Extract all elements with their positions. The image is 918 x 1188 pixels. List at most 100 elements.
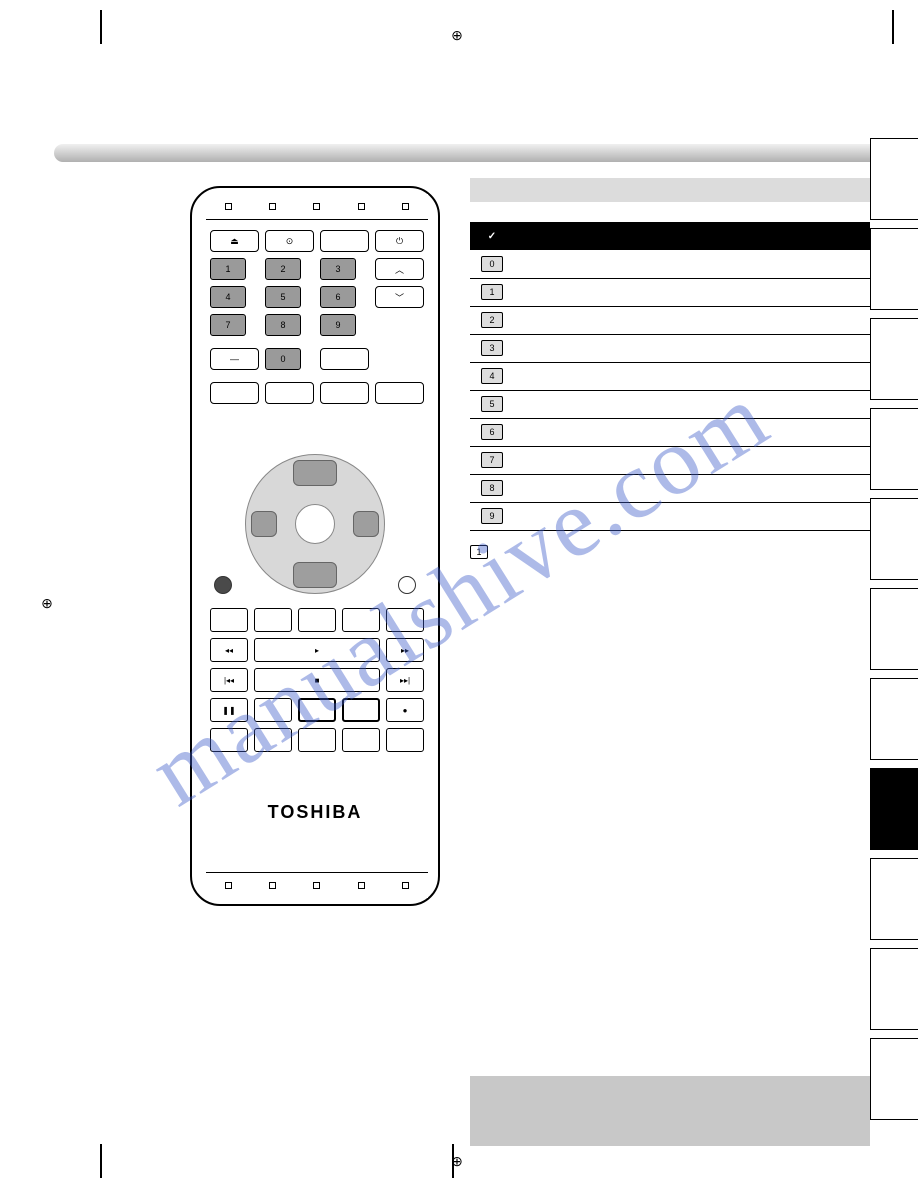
table-cell xyxy=(514,278,603,306)
table-cell xyxy=(781,250,870,278)
numeric-key-5: 5 xyxy=(265,286,301,308)
table-row: 9 xyxy=(470,502,870,530)
key-icon: 5 xyxy=(481,396,503,412)
table-cell xyxy=(514,250,603,278)
key-icon: 4 xyxy=(481,368,503,384)
key-icon: 1 xyxy=(481,284,503,300)
eject-button: ⏏ xyxy=(210,230,259,252)
table-cell xyxy=(603,334,692,362)
record-button: ● xyxy=(386,698,424,722)
table-row: 7 xyxy=(470,446,870,474)
table-cell xyxy=(781,418,870,446)
key-icon: 9 xyxy=(481,508,503,524)
table-cell xyxy=(781,502,870,530)
dpad-ok xyxy=(295,504,335,544)
pause-button: ❚❚ xyxy=(210,698,248,722)
fn-button xyxy=(298,608,336,632)
table-cell xyxy=(603,390,692,418)
side-tab xyxy=(870,318,918,400)
table-cell xyxy=(603,250,692,278)
remote-body: ⏏ ⊙ ⏻ 1 2 3 ︿ 4 5 6 ﹀ 7 8 9 — 0 xyxy=(190,186,440,906)
key-icon: 6 xyxy=(481,424,503,440)
skip-fwd-button: ▸▸| xyxy=(386,668,424,692)
table-row: 1 xyxy=(470,278,870,306)
after-table-note: 1 xyxy=(470,545,870,560)
ir-dot-icon xyxy=(402,882,409,889)
table-row: 6 xyxy=(470,418,870,446)
side-tab xyxy=(870,228,918,310)
table-key-cell: 4 xyxy=(470,362,514,390)
side-tab xyxy=(870,948,918,1030)
table-cell xyxy=(692,334,781,362)
table-cell xyxy=(781,278,870,306)
table-cell xyxy=(514,418,603,446)
bottom-shaded-box xyxy=(470,1076,870,1146)
fn-button xyxy=(320,382,369,404)
blank-button xyxy=(320,230,369,252)
ir-dot-icon xyxy=(358,203,365,210)
table-cell xyxy=(692,474,781,502)
table-cell xyxy=(514,502,603,530)
play-button: ▸ xyxy=(254,638,380,662)
side-tab xyxy=(870,138,918,220)
table-row: 4 xyxy=(470,362,870,390)
ir-dot-icon xyxy=(225,203,232,210)
fn-button xyxy=(342,608,380,632)
table-header-check xyxy=(470,222,514,250)
table-cell xyxy=(603,446,692,474)
table-header xyxy=(603,222,692,250)
table-cell xyxy=(603,306,692,334)
registration-mark-icon: ⊕ xyxy=(450,1154,464,1168)
table-header xyxy=(781,222,870,250)
key-icon: 1 xyxy=(470,545,488,559)
table-key-cell: 2 xyxy=(470,306,514,334)
table-key-cell: 9 xyxy=(470,502,514,530)
remote-button-grid: ⏏ ⊙ ⏻ 1 2 3 ︿ 4 5 6 ﹀ 7 8 9 — 0 xyxy=(210,230,424,404)
dpad-right xyxy=(353,511,379,537)
dpad-left xyxy=(251,511,277,537)
ir-dot-icon xyxy=(313,882,320,889)
table-key-cell: 7 xyxy=(470,446,514,474)
fn-button xyxy=(210,728,248,752)
brand-logo-text: TOSHIBA xyxy=(192,802,438,823)
ir-dot-icon xyxy=(402,203,409,210)
table-row: 5 xyxy=(470,390,870,418)
side-tab xyxy=(870,408,918,490)
table-cell xyxy=(692,390,781,418)
crop-mark xyxy=(892,10,894,44)
table-row: 0 xyxy=(470,250,870,278)
fn-button xyxy=(210,382,259,404)
table-cell xyxy=(781,306,870,334)
table-cell xyxy=(781,474,870,502)
table-header-row xyxy=(470,222,870,250)
side-dot-right xyxy=(398,576,416,594)
side-tab xyxy=(870,1038,918,1120)
key-icon: 0 xyxy=(481,256,503,272)
numeric-key-3: 3 xyxy=(320,258,356,280)
table-cell xyxy=(514,446,603,474)
registration-mark-icon: ⊕ xyxy=(40,596,54,610)
table-cell xyxy=(514,362,603,390)
ir-dot-icon xyxy=(269,882,276,889)
numeric-key-9: 9 xyxy=(320,314,356,336)
table-key-cell: 1 xyxy=(470,278,514,306)
side-dot-left xyxy=(214,576,232,594)
table-cell xyxy=(514,306,603,334)
table-cell xyxy=(692,362,781,390)
skip-back-button: |◂◂ xyxy=(210,668,248,692)
numeric-key-6: 6 xyxy=(320,286,356,308)
key-icon: 2 xyxy=(481,312,503,328)
table-cell xyxy=(781,334,870,362)
table-cell xyxy=(692,446,781,474)
table-key-cell: 3 xyxy=(470,334,514,362)
table-cell xyxy=(692,306,781,334)
table-cell xyxy=(514,390,603,418)
table-cell xyxy=(603,278,692,306)
dash-button: — xyxy=(210,348,259,370)
ffwd-button: ▸▸ xyxy=(386,638,424,662)
table-row: 2 xyxy=(470,306,870,334)
ir-dot-icon xyxy=(225,882,232,889)
table-cell xyxy=(692,278,781,306)
numeric-key-0: 0 xyxy=(265,348,301,370)
rewind-button: ◂◂ xyxy=(210,638,248,662)
